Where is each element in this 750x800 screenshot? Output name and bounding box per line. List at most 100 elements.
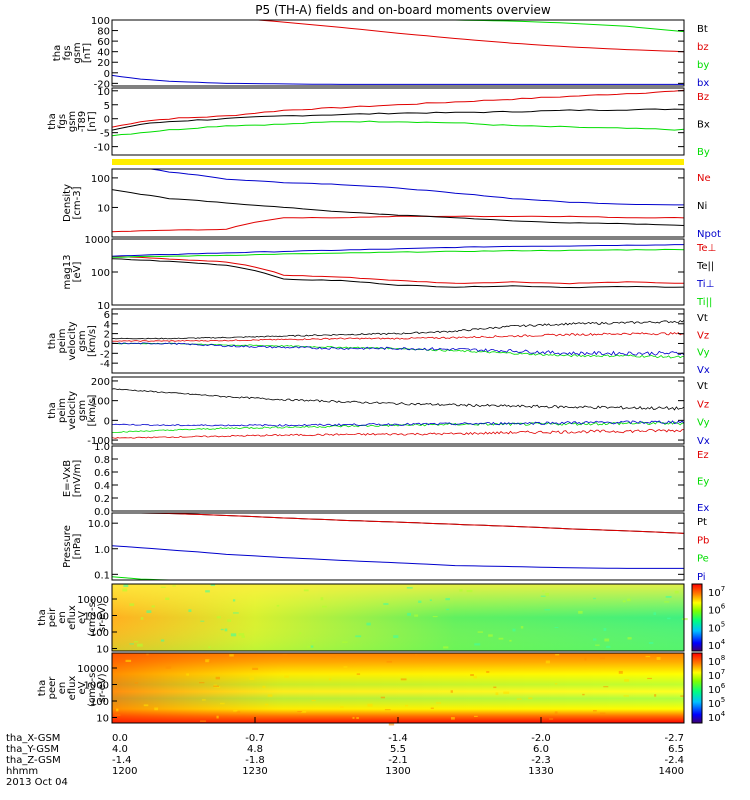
- y-tick-label: 0: [104, 339, 110, 350]
- y-tick-label: 80: [97, 27, 110, 38]
- y-axis-label-line: [mV/m]: [72, 460, 83, 498]
- series-group: [112, 244, 684, 289]
- y-axis-label-line: fgs: [57, 114, 68, 129]
- spectrogram-speckle: [123, 584, 129, 588]
- panel-frame: [111, 445, 685, 512]
- series-line-ti: [112, 248, 684, 258]
- axis-value: 1200: [112, 766, 137, 777]
- series-group: [112, 388, 684, 439]
- axis-value: 6.5: [668, 744, 684, 755]
- spectrogram-speckle: [232, 599, 236, 602]
- spectrogram-speckle: [213, 685, 219, 687]
- panel-frame: [111, 168, 685, 238]
- y-tick-label: 100: [91, 268, 110, 279]
- axis-value: -2.4: [664, 755, 684, 766]
- spectrogram-speckle: [216, 616, 221, 619]
- spectrogram-speckle: [303, 589, 309, 592]
- legend-entry: Vy: [697, 348, 710, 359]
- spectrogram-speckle: [665, 595, 672, 598]
- spectrogram-speckle: [554, 626, 559, 629]
- y-tick-label: 1.0: [94, 442, 110, 453]
- axis-value: -2.1: [388, 755, 408, 766]
- y-tick-label: 10: [97, 203, 110, 214]
- spectrogram-speckle: [200, 620, 205, 622]
- colorbar: [691, 652, 703, 724]
- axis-value: -1.8: [245, 755, 265, 766]
- y-axis-label-line: gsm: [67, 111, 78, 132]
- y-tick-label: -20: [94, 79, 110, 90]
- y-tick-label: 4: [104, 320, 110, 331]
- spectrogram-speckle: [186, 673, 189, 676]
- axis-value: -1.4: [112, 755, 132, 766]
- legend-entry: Te⊥: [696, 243, 716, 254]
- y-axis-label-line: E=-VxB: [62, 460, 73, 497]
- spectrogram-speckle: [230, 633, 237, 637]
- spectrogram-speckle: [604, 638, 610, 642]
- y-axis-label-line: peir: [47, 607, 58, 627]
- spectrogram-speckle: [466, 590, 473, 593]
- legend-entry: Ez: [697, 450, 709, 461]
- y-tick-label: 10000: [77, 664, 109, 675]
- y-tick-label: -100: [87, 436, 110, 447]
- spectrogram-speckle: [474, 643, 481, 646]
- y-axis-label-line: peim: [57, 328, 68, 353]
- spectrogram-speckle: [473, 675, 478, 679]
- series-line-bz: [112, 89, 684, 128]
- series-line-vt: [112, 319, 684, 340]
- y-tick-label: 0: [104, 416, 110, 427]
- y-axis-label-line: gsm: [77, 400, 88, 421]
- spectrogram-speckle: [299, 632, 302, 635]
- legend-entry: Ex: [697, 503, 709, 514]
- colorbar-tick-exponent: 7: [721, 585, 725, 593]
- spectrogram-speckle: [436, 702, 441, 704]
- spectrogram-speckle: [265, 703, 269, 706]
- panel-4: 1000 100 10 Te⊥ Te|| Ti⊥ Ti|| mag13[eV]: [62, 235, 716, 312]
- spectrogram-speckle: [509, 639, 512, 642]
- spectrogram-speckle: [540, 595, 546, 597]
- series-line-ni: [112, 189, 684, 226]
- spectrogram-speckle: [549, 718, 554, 720]
- legend-entry: Vz: [697, 399, 709, 410]
- spectrogram-speckle: [593, 638, 597, 641]
- spectrogram-speckle: [446, 608, 450, 611]
- legend-entry: Pi: [697, 572, 706, 583]
- panel-3: 100 10 Ne Ni Npot Density[cm-3]: [62, 168, 721, 240]
- y-tick-label: 200: [91, 377, 110, 388]
- spectrogram-speckle: [160, 586, 166, 588]
- spectrogram-speckle: [241, 635, 245, 638]
- legend-entry: Vz: [697, 330, 709, 341]
- y-tick-label: -2: [100, 349, 110, 360]
- series-line-bz: [252, 20, 684, 53]
- spectrogram-speckle: [342, 641, 348, 643]
- spectrogram-speckle: [215, 676, 220, 680]
- yellow-band: [112, 159, 684, 165]
- spectrogram-speckle: [528, 697, 533, 700]
- panel-frame: [111, 19, 685, 87]
- y-axis-label-line: fgs: [62, 45, 73, 60]
- y-tick-label: 100: [90, 628, 109, 639]
- spectrogram-speckle: [595, 644, 600, 646]
- y-axis-label-line: en: [57, 682, 68, 695]
- panel-frame: [111, 512, 685, 581]
- spectrogram-layer-2: [112, 584, 684, 651]
- axis-row-label: 2013 Oct 04: [6, 777, 68, 788]
- colorbar-tick-label: 108: [708, 654, 725, 668]
- spectrogram-speckle: [383, 603, 389, 605]
- y-axis-label-line: (cm2-s-: [87, 669, 98, 707]
- y-tick-label: 100: [91, 16, 110, 27]
- y-tick-label: 2: [104, 330, 110, 341]
- spectrogram-speckle: [599, 656, 605, 660]
- colorbar-tick-exponent: 6: [721, 682, 726, 690]
- legend-entry: Bx: [697, 120, 710, 131]
- spectrogram-speckle: [674, 590, 679, 594]
- legend-entry: bx: [697, 78, 709, 89]
- legend-entry: Ey: [697, 477, 709, 488]
- spectrogram-speckle: [125, 659, 132, 663]
- legend-entry: Npot: [697, 229, 721, 240]
- legend-entry: Ti||: [696, 297, 712, 308]
- y-axis-label: thafgsgsm[nT]: [52, 42, 93, 63]
- legend-entry: Ti⊥: [696, 279, 714, 290]
- legend-entry: Vx: [697, 365, 710, 376]
- spectrogram-speckle: [622, 600, 626, 603]
